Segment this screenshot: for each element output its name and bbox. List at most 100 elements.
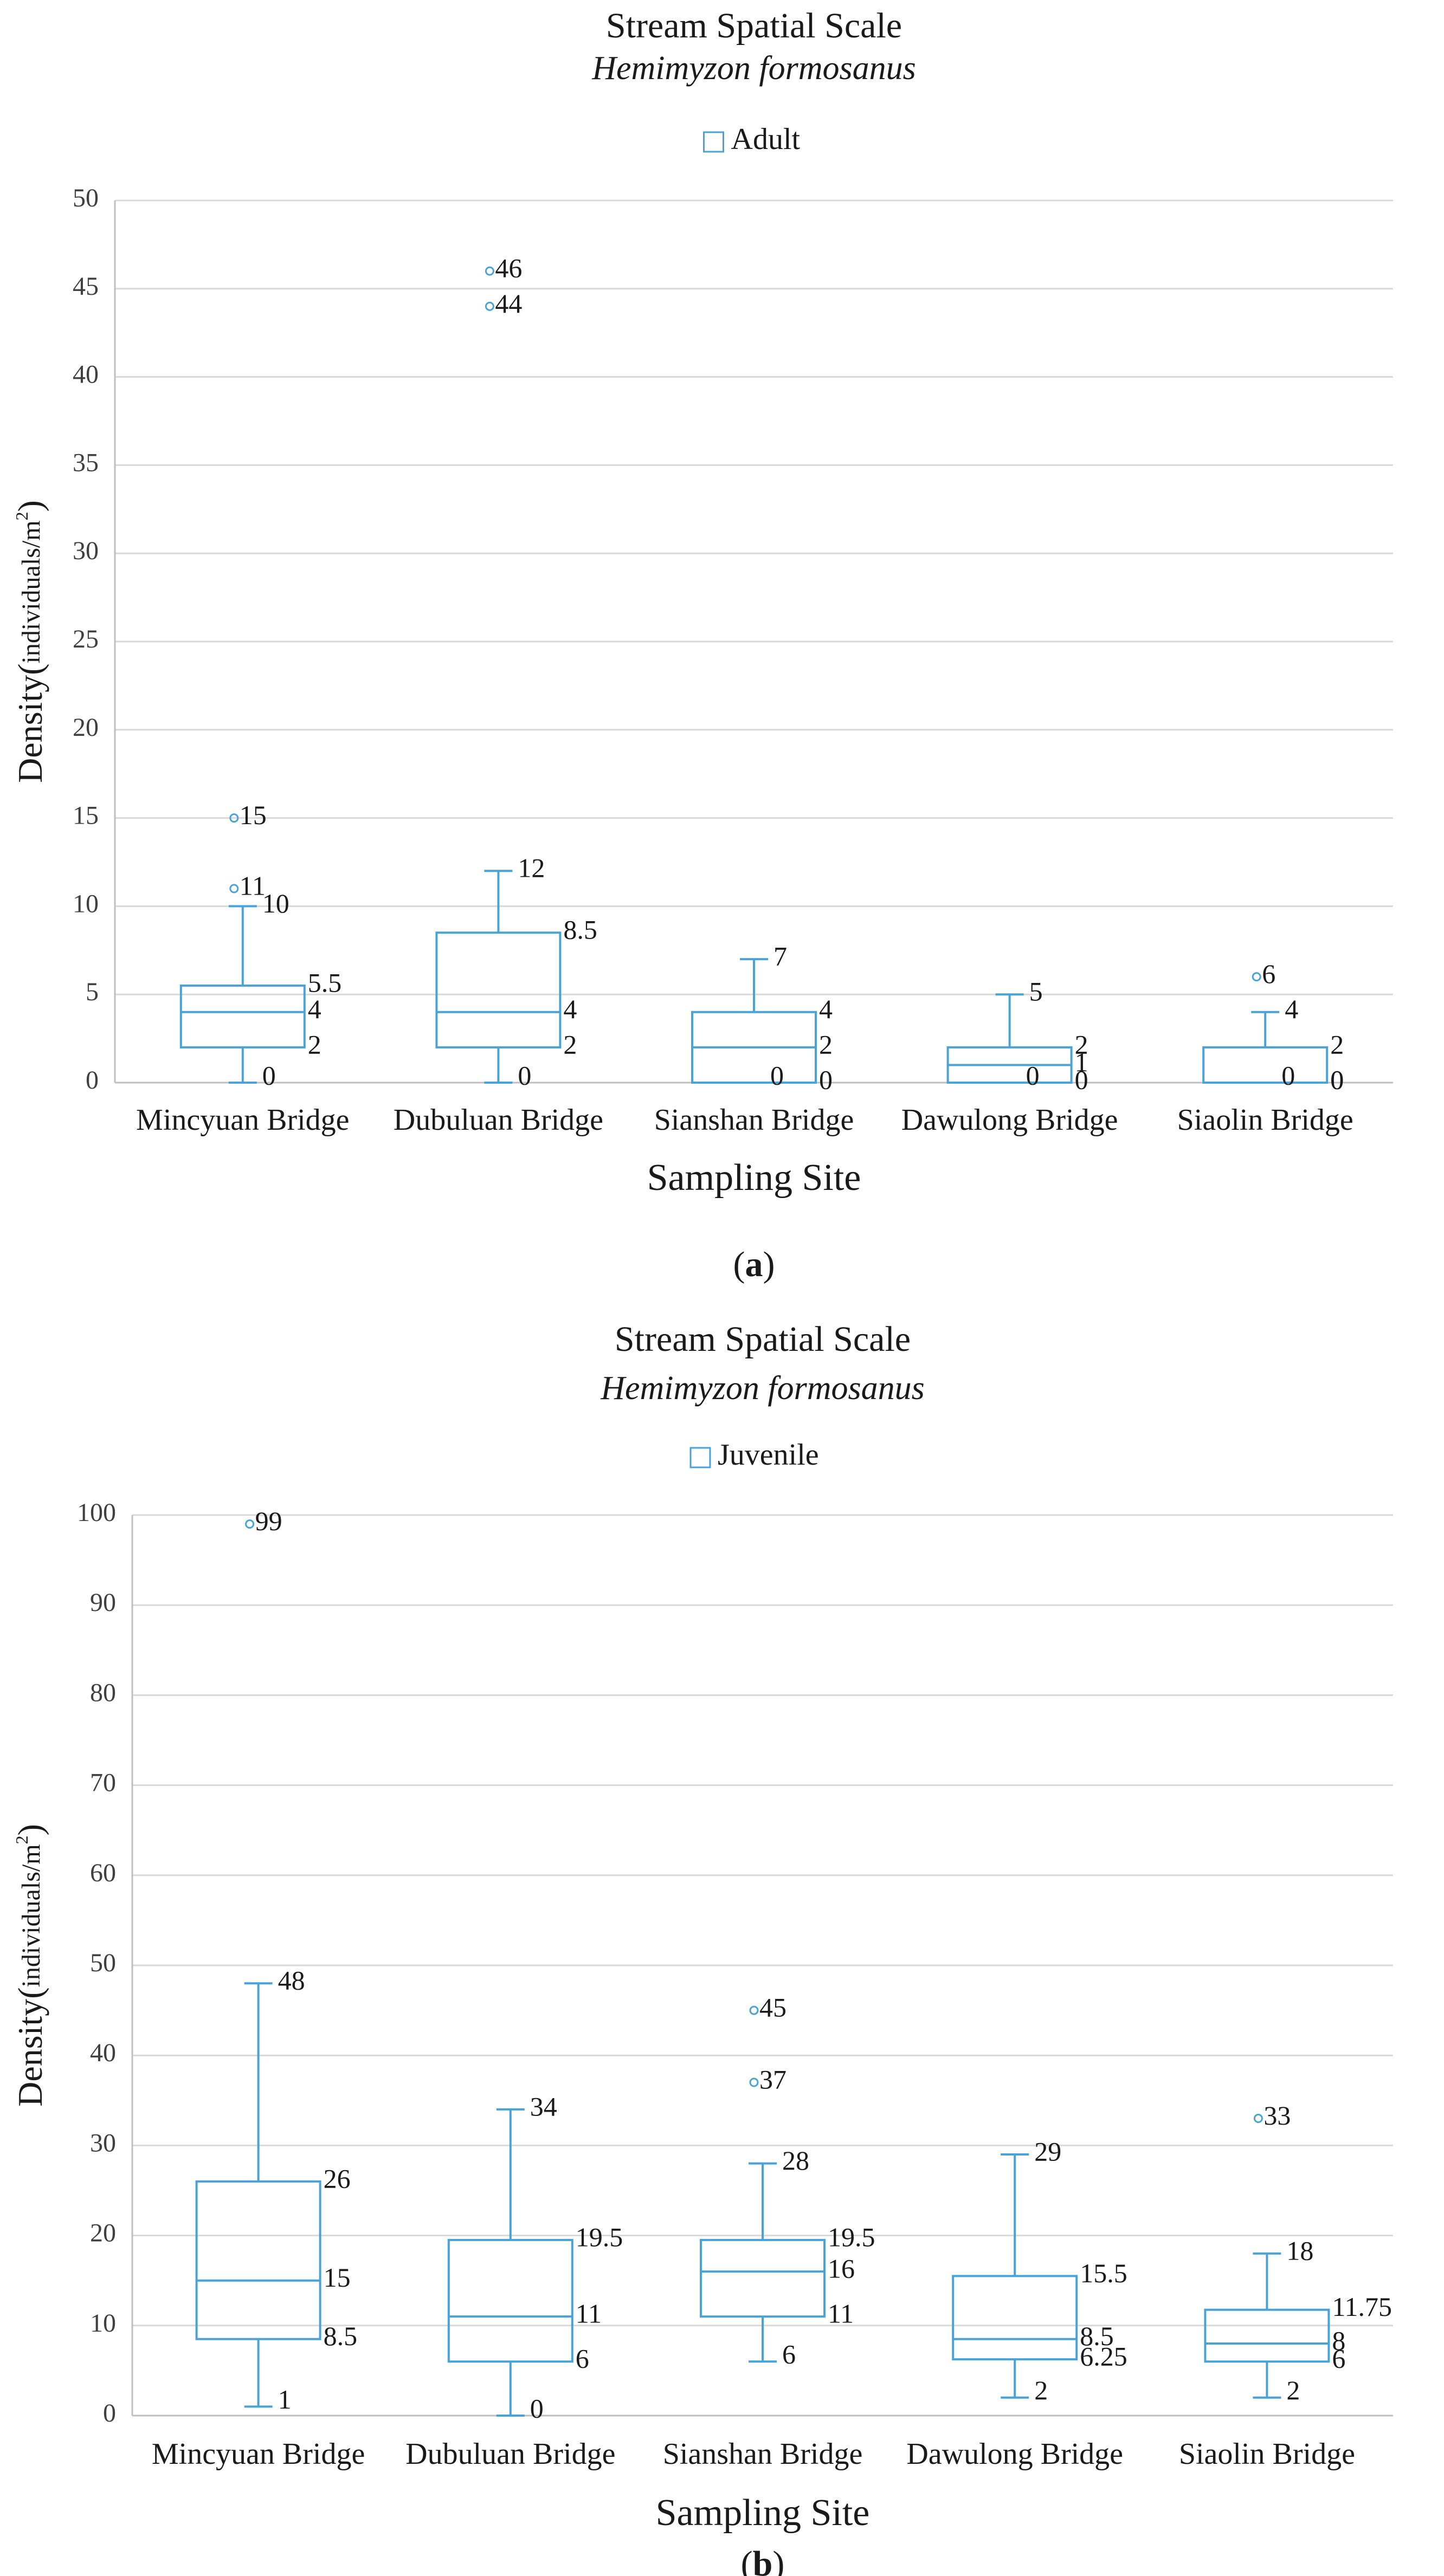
q3-label: 2 — [1330, 1029, 1344, 1059]
max-label: 12 — [518, 853, 545, 883]
x-tick-label: Sianshan Bridge — [654, 1103, 854, 1137]
y-tick-label: 45 — [73, 272, 99, 301]
y-tick-label: 0 — [86, 1066, 99, 1095]
y-tick-label: 10 — [90, 2309, 116, 2338]
min-label: 6 — [782, 2339, 796, 2370]
chart-subtitle: Hemimyzon formosanus — [600, 1370, 925, 1407]
max-label: 29 — [1034, 2136, 1061, 2166]
q3-label: 19.5 — [576, 2222, 623, 2252]
outlier-point — [485, 266, 494, 276]
outlier-point — [229, 813, 239, 823]
max-label: 28 — [782, 2145, 809, 2176]
max-label: 18 — [1286, 2235, 1313, 2266]
x-axis-label: Sampling Site — [647, 1157, 861, 1199]
q1-label: 0 — [819, 1064, 833, 1095]
q3-label: 4 — [819, 994, 833, 1024]
y-axis-label: Density(individuals/m2) — [11, 500, 49, 783]
y-tick-label: 0 — [103, 2399, 116, 2428]
q3-label: 11.75 — [1332, 2292, 1392, 2322]
x-tick-label: Dawulong Bridge — [901, 1103, 1118, 1137]
median-label: 8 — [1332, 2326, 1345, 2356]
outlier-point — [229, 884, 239, 894]
outlier-label: 11 — [240, 870, 266, 901]
outlier-point — [749, 2005, 759, 2015]
median-label: 2 — [819, 1029, 833, 1059]
y-tick-label: 50 — [73, 184, 99, 212]
box-group: 29 15.5 8.56.25 2 — [952, 2136, 1127, 2405]
outlier-label: 46 — [495, 253, 522, 283]
q1-label: 0 — [1330, 1064, 1344, 1095]
median-label: 4 — [308, 994, 321, 1024]
max-label: 34 — [530, 2091, 557, 2121]
x-tick-label: Siaolin Bridge — [1177, 1103, 1353, 1137]
median-label: 8.5 — [1080, 2321, 1114, 2351]
min-label: 0 — [1281, 1060, 1295, 1090]
median-label: 1 — [1075, 1047, 1088, 1077]
min-label: 0 — [530, 2393, 544, 2423]
max-label: 5 — [1029, 976, 1043, 1007]
q1-label: 11 — [828, 2299, 854, 2329]
y-tick-label: 50 — [90, 1949, 116, 1977]
min-label: 1 — [278, 2384, 292, 2415]
y-tick-label: 10 — [73, 889, 99, 918]
outlier-label: 6 — [1262, 959, 1275, 989]
q3-label: 19.5 — [828, 2222, 875, 2252]
min-label: 2 — [1034, 2375, 1048, 2405]
outlier-label: 45 — [759, 1992, 787, 2023]
legend-label: Adult — [731, 122, 801, 156]
q1-label: 2 — [308, 1029, 321, 1059]
outlier-label: 33 — [1264, 2100, 1291, 2131]
y-tick-label: 40 — [73, 360, 99, 389]
median-label: 15 — [324, 2262, 351, 2293]
chart-panel-a: Stream Spatial Scale Hemimyzon formosanus… — [11, 6, 1393, 1284]
iqr-box — [447, 2238, 573, 2363]
outlier-label: 44 — [495, 288, 522, 319]
median-label: 4 — [563, 994, 577, 1024]
chart-title: Stream Spatial Scale — [606, 6, 902, 46]
y-tick-label: 35 — [73, 448, 99, 477]
x-tick-label: Dubuluan Bridge — [405, 2437, 615, 2471]
y-tick-label: 20 — [90, 2219, 116, 2248]
box-group: 34 19.5 11 6 0 — [447, 2091, 623, 2423]
legend-swatch-icon — [703, 131, 724, 153]
outlier-point — [245, 1519, 255, 1529]
y-tick-label: 25 — [73, 625, 99, 653]
x-tick-label: Siaolin Bridge — [1179, 2437, 1355, 2471]
q1-label: 6 — [1332, 2344, 1345, 2374]
chart-subtitle: Hemimyzon formosanus — [591, 50, 916, 87]
legend-label: Juvenile — [718, 1438, 819, 1472]
iqr-box — [1202, 1046, 1329, 1084]
outlier-point — [1252, 972, 1261, 982]
panel-label: (b) — [741, 2544, 785, 2576]
outlier-label: 37 — [759, 2064, 787, 2095]
box-group: 48 26 15 8.5 1 99 — [195, 1506, 357, 2415]
median-label: 0 — [1330, 1064, 1344, 1095]
median-label: 11 — [576, 2299, 602, 2329]
outlier-label: 15 — [240, 800, 267, 830]
box-group: 10 5.54 2 0 11 15 — [179, 800, 341, 1090]
y-tick-label: 20 — [73, 713, 99, 742]
y-tick-label: 70 — [90, 1769, 116, 1797]
q1-label: 6.25 — [1080, 2341, 1127, 2372]
y-tick-label: 100 — [77, 1498, 116, 1527]
y-tick-label: 60 — [90, 1859, 116, 1887]
iqr-box — [179, 984, 306, 1048]
min-label: 0 — [770, 1060, 784, 1090]
outlier-point — [749, 2077, 759, 2087]
max-label: 10 — [262, 888, 289, 918]
x-tick-label: Mincyuan Bridge — [152, 2437, 365, 2471]
y-tick-label: 5 — [86, 978, 99, 1006]
q3-label: 8.5 — [563, 915, 597, 945]
median-label: 16 — [828, 2254, 855, 2284]
y-tick-label: 30 — [90, 2128, 116, 2157]
min-label: 0 — [518, 1060, 531, 1090]
y-tick-label: 40 — [90, 2038, 116, 2067]
min-label: 0 — [262, 1060, 276, 1090]
outlier-point — [485, 301, 494, 311]
iqr-box — [952, 2275, 1078, 2361]
max-label: 48 — [278, 1965, 305, 1996]
outlier-point — [1253, 2114, 1263, 2124]
q3-label: 2 — [1075, 1029, 1088, 1059]
iqr-box — [435, 931, 562, 1048]
